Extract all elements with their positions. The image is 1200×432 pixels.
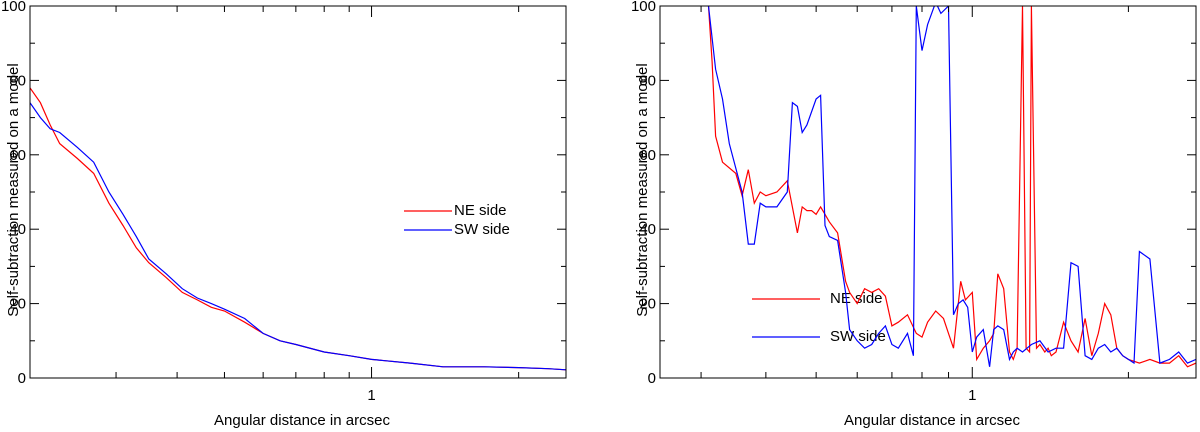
legend-label-sw-side: SW side xyxy=(830,328,886,345)
y-tick-label: 40 xyxy=(639,221,656,238)
legend: NE side SW side xyxy=(404,202,510,238)
x-axis-label: Angular distance in arcsec xyxy=(214,412,390,429)
right-chart: Self-subtraction measured on a model Ang… xyxy=(631,0,1197,429)
series-line-sw-side xyxy=(30,102,566,371)
legend-label-ne-side: NE side xyxy=(830,290,883,307)
x-tick-label: 1 xyxy=(367,387,375,404)
y-tick-label: 80 xyxy=(639,72,656,89)
y-tick-label: 80 xyxy=(9,72,26,89)
series-line-sw-side xyxy=(707,6,1196,367)
x-axis-label: Angular distance in arcsec xyxy=(844,412,1020,429)
y-tick-label: 40 xyxy=(9,221,26,238)
series-line-ne-side xyxy=(707,6,1196,368)
y-tick-label: 20 xyxy=(9,296,26,313)
legend-label-ne-side: NE side xyxy=(454,202,507,219)
y-tick-label: 0 xyxy=(18,370,26,387)
y-axis-label: Self-subtraction measured on a model xyxy=(634,63,651,316)
legend: NE side SW side xyxy=(752,290,886,345)
left-chart: Self-subtraction measured on a model Ang… xyxy=(1,0,567,429)
plot-frame xyxy=(29,5,567,379)
legend-label-sw-side: SW side xyxy=(454,221,510,238)
x-tick-label: 1 xyxy=(968,387,976,404)
y-tick-label: 60 xyxy=(639,147,656,164)
y-tick-label: 100 xyxy=(1,0,26,15)
y-tick-label: 60 xyxy=(9,147,26,164)
y-tick-label: 100 xyxy=(631,0,656,15)
y-axis-label: Self-subtraction measured on a model xyxy=(5,63,22,316)
y-tick-label: 0 xyxy=(648,370,656,387)
y-tick-label: 20 xyxy=(639,296,656,313)
